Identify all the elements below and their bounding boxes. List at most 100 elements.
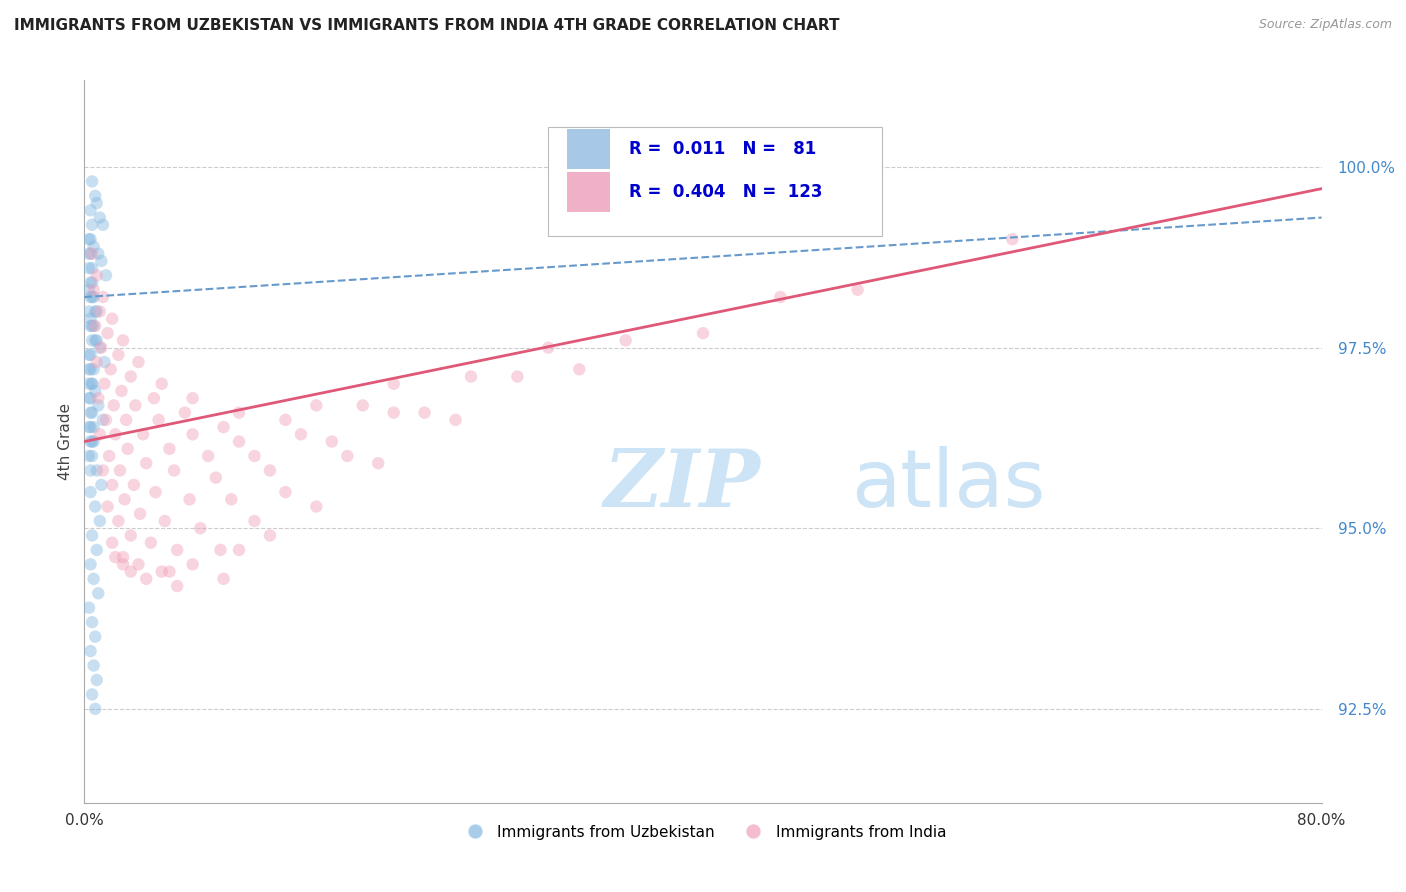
Point bbox=[108, 463, 131, 477]
Point bbox=[159, 442, 180, 456]
Point bbox=[86, 268, 108, 283]
Point bbox=[82, 218, 104, 232]
Point bbox=[82, 290, 104, 304]
Point bbox=[86, 673, 108, 687]
Point bbox=[153, 514, 176, 528]
Point bbox=[506, 369, 529, 384]
Point bbox=[179, 492, 201, 507]
Point bbox=[122, 478, 145, 492]
Point bbox=[77, 304, 100, 318]
Point bbox=[135, 456, 157, 470]
Point bbox=[274, 485, 297, 500]
Point bbox=[221, 492, 243, 507]
Point bbox=[90, 478, 112, 492]
Point bbox=[110, 384, 132, 398]
Point bbox=[82, 688, 104, 702]
Legend: Immigrants from Uzbekistan, Immigrants from India: Immigrants from Uzbekistan, Immigrants f… bbox=[453, 819, 953, 846]
Point bbox=[305, 500, 328, 514]
Point bbox=[352, 399, 374, 413]
Point bbox=[150, 376, 173, 391]
Point bbox=[91, 290, 114, 304]
Point bbox=[84, 304, 107, 318]
Point bbox=[89, 304, 111, 318]
Point bbox=[120, 565, 142, 579]
Point bbox=[79, 290, 101, 304]
Bar bbox=[567, 172, 610, 212]
Text: IMMIGRANTS FROM UZBEKISTAN VS IMMIGRANTS FROM INDIA 4TH GRADE CORRELATION CHART: IMMIGRANTS FROM UZBEKISTAN VS IMMIGRANTS… bbox=[14, 18, 839, 33]
Point bbox=[79, 434, 101, 449]
Point bbox=[83, 318, 105, 333]
Point bbox=[83, 420, 105, 434]
Point bbox=[77, 376, 100, 391]
Point bbox=[98, 449, 121, 463]
Point bbox=[93, 376, 115, 391]
Point bbox=[82, 261, 104, 276]
Point bbox=[115, 413, 138, 427]
Point bbox=[197, 449, 219, 463]
Point bbox=[321, 434, 343, 449]
Point bbox=[82, 449, 104, 463]
Point bbox=[243, 514, 266, 528]
Point bbox=[163, 463, 186, 477]
Point bbox=[228, 434, 250, 449]
Point bbox=[112, 558, 135, 572]
Point bbox=[84, 318, 107, 333]
Point bbox=[83, 239, 105, 253]
Point bbox=[212, 572, 235, 586]
Point bbox=[82, 174, 104, 188]
Point bbox=[77, 420, 100, 434]
Point bbox=[290, 427, 312, 442]
Point bbox=[107, 348, 129, 362]
Point bbox=[77, 391, 100, 405]
Point bbox=[100, 362, 122, 376]
Point bbox=[84, 500, 107, 514]
Point bbox=[150, 565, 173, 579]
Point bbox=[413, 406, 436, 420]
Point bbox=[127, 355, 149, 369]
Point bbox=[82, 376, 104, 391]
Point bbox=[460, 369, 482, 384]
Point bbox=[79, 311, 101, 326]
Point bbox=[212, 420, 235, 434]
Point bbox=[79, 362, 101, 376]
Point bbox=[274, 413, 297, 427]
Point bbox=[367, 456, 389, 470]
Point bbox=[82, 318, 104, 333]
Point bbox=[145, 485, 167, 500]
Text: ZIP: ZIP bbox=[605, 446, 761, 524]
Point bbox=[83, 658, 105, 673]
Point bbox=[84, 189, 107, 203]
Point bbox=[86, 543, 108, 558]
Point bbox=[84, 630, 107, 644]
Point bbox=[159, 565, 180, 579]
Point bbox=[120, 369, 142, 384]
Point bbox=[86, 355, 108, 369]
Point bbox=[77, 449, 100, 463]
Point bbox=[77, 246, 100, 260]
Text: atlas: atlas bbox=[852, 446, 1046, 524]
Point bbox=[79, 406, 101, 420]
Point bbox=[148, 413, 170, 427]
Point bbox=[181, 391, 204, 405]
Point bbox=[82, 376, 104, 391]
FancyBboxPatch shape bbox=[548, 128, 883, 235]
Point bbox=[101, 478, 124, 492]
Point bbox=[86, 334, 108, 348]
Text: Source: ZipAtlas.com: Source: ZipAtlas.com bbox=[1258, 18, 1392, 31]
Point bbox=[87, 391, 110, 405]
Point bbox=[769, 290, 792, 304]
Point bbox=[614, 334, 637, 348]
Point bbox=[91, 463, 114, 477]
Point bbox=[90, 254, 112, 268]
Point bbox=[135, 572, 157, 586]
Point bbox=[143, 391, 166, 405]
Point bbox=[336, 449, 359, 463]
Point bbox=[228, 406, 250, 420]
Point bbox=[79, 232, 101, 246]
Point bbox=[692, 326, 714, 341]
Point bbox=[132, 427, 155, 442]
Point bbox=[79, 246, 101, 260]
Point bbox=[89, 427, 111, 442]
Point bbox=[94, 413, 117, 427]
Bar bbox=[567, 129, 610, 169]
